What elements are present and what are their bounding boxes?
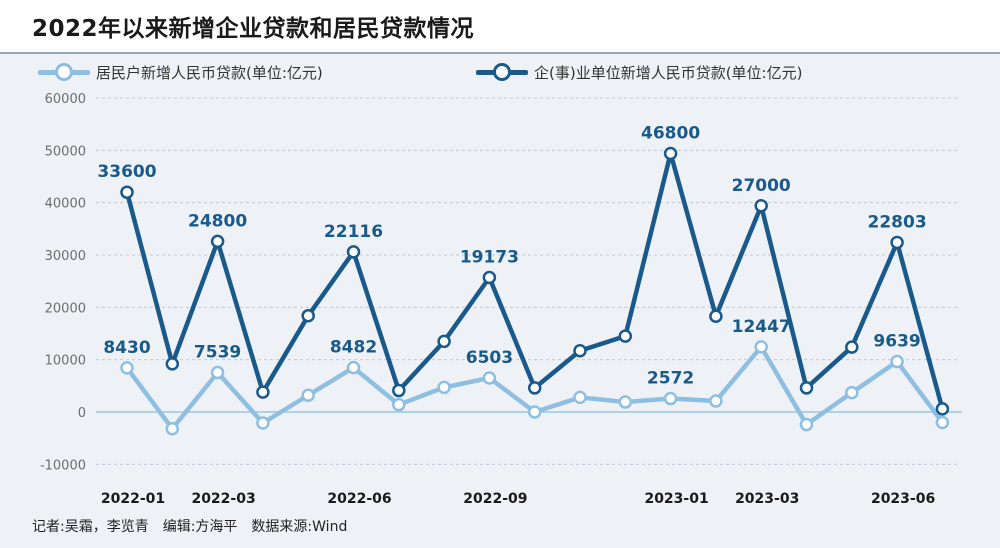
- data-label-household: 12447: [732, 317, 791, 337]
- data-label-enterprise: 22116: [324, 222, 383, 242]
- data-label-household: 8430: [103, 338, 150, 358]
- data-point-enterprise: [482, 270, 497, 285]
- data-label-household: 9639: [873, 332, 920, 352]
- x-tick-label: 2022-06: [327, 491, 391, 507]
- data-point-household: [482, 371, 497, 385]
- data-point-household: [618, 395, 633, 409]
- x-tick-label: 2023-03: [735, 491, 799, 507]
- data-label-enterprise: 22803: [868, 212, 927, 232]
- data-point-household: [210, 365, 225, 380]
- data-label-enterprise: 46800: [641, 123, 700, 143]
- legend-enterprise-label: 企(事)业单位新增人民币贷款(单位:亿元): [534, 63, 803, 82]
- credit-line: 记者:吴霜，李览青 编辑:方海平 数据来源:Wind: [32, 519, 348, 535]
- data-label-household: 7539: [194, 343, 241, 363]
- y-tick-label: 0: [78, 406, 86, 421]
- legend-enterprise-swatch: [476, 62, 528, 82]
- data-point-household: [437, 380, 451, 395]
- data-label-enterprise: 33600: [97, 162, 156, 182]
- data-point-household: [346, 360, 361, 375]
- title-divider: [0, 52, 1000, 54]
- data-point-household: [799, 417, 814, 432]
- data-point-household: [256, 416, 270, 430]
- data-point-enterprise: [301, 308, 315, 323]
- x-tick-label: 2023-06: [871, 491, 935, 507]
- data-point-enterprise: [120, 185, 134, 199]
- data-point-enterprise: [256, 385, 270, 399]
- legend-enterprise: 企(事)业单位新增人民币贷款(单位:亿元): [476, 58, 802, 86]
- data-point-enterprise: [799, 381, 814, 395]
- data-point-household: [663, 391, 678, 406]
- x-tick-label: 2022-01: [101, 491, 165, 507]
- data-point-household: [754, 340, 768, 354]
- data-point-household: [890, 354, 904, 369]
- y-tick-label: -10000: [40, 458, 86, 473]
- data-point-household: [845, 385, 859, 400]
- data-point-enterprise: [210, 234, 225, 249]
- data-point-enterprise: [754, 199, 768, 213]
- data-point-enterprise: [618, 329, 633, 343]
- data-point-enterprise: [392, 383, 406, 398]
- x-tick-label: 2023-01: [644, 491, 708, 507]
- data-label-enterprise: 27000: [732, 176, 791, 196]
- data-point-household: [527, 405, 542, 419]
- data-point-household: [573, 390, 587, 405]
- chart-title: 2022年以来新增企业贷款和居民贷款情况: [32, 16, 475, 42]
- y-tick-label: 20000: [45, 301, 86, 316]
- data-point-enterprise: [527, 381, 542, 395]
- line-chart: -10000 0 10000 20000 30000 40000 50000 60000 202…: [40, 92, 962, 507]
- data-point-enterprise: [890, 235, 904, 250]
- data-point-enterprise: [573, 344, 587, 358]
- data-point-enterprise: [935, 402, 950, 416]
- data-point-enterprise: [437, 334, 451, 349]
- data-point-household: [120, 361, 134, 375]
- data-label-household: 8482: [330, 338, 377, 358]
- y-tick-label: 40000: [45, 197, 86, 212]
- data-point-enterprise: [663, 146, 678, 161]
- title-bar: 2022年以来新增企业贷款和居民贷款情况: [0, 0, 1000, 54]
- data-point-enterprise: [709, 309, 723, 323]
- data-label-enterprise: 24800: [188, 211, 247, 231]
- data-point-household: [709, 394, 723, 408]
- data-label-household: 2572: [647, 369, 694, 389]
- data-point-enterprise: [346, 245, 361, 259]
- x-tick-label: 2022-03: [191, 491, 255, 507]
- data-point-household: [165, 421, 180, 436]
- data-point-household: [301, 388, 315, 403]
- y-tick-label: 10000: [45, 354, 86, 369]
- x-tick-label: 2022-09: [463, 491, 527, 507]
- data-label-enterprise: 19173: [460, 248, 519, 268]
- y-tick-label: 60000: [45, 92, 86, 107]
- data-point-household: [935, 415, 950, 430]
- legend: 居民户新增人民币贷款(单位:亿元) 企(事)业单位新增人民币贷款(单位:亿元): [0, 58, 1000, 86]
- legend-household-swatch: [38, 62, 90, 82]
- series-line-enterprise: [124, 151, 945, 412]
- data-label-household: 6503: [466, 348, 513, 368]
- data-point-enterprise: [165, 357, 180, 371]
- y-tick-label: 30000: [45, 249, 86, 264]
- data-point-household: [392, 397, 406, 412]
- data-point-enterprise: [845, 340, 859, 354]
- legend-household-label: 居民户新增人民币贷款(单位:亿元): [96, 63, 323, 82]
- legend-household: 居民户新增人民币贷款(单位:亿元): [38, 58, 323, 86]
- y-tick-label: 50000: [45, 144, 86, 159]
